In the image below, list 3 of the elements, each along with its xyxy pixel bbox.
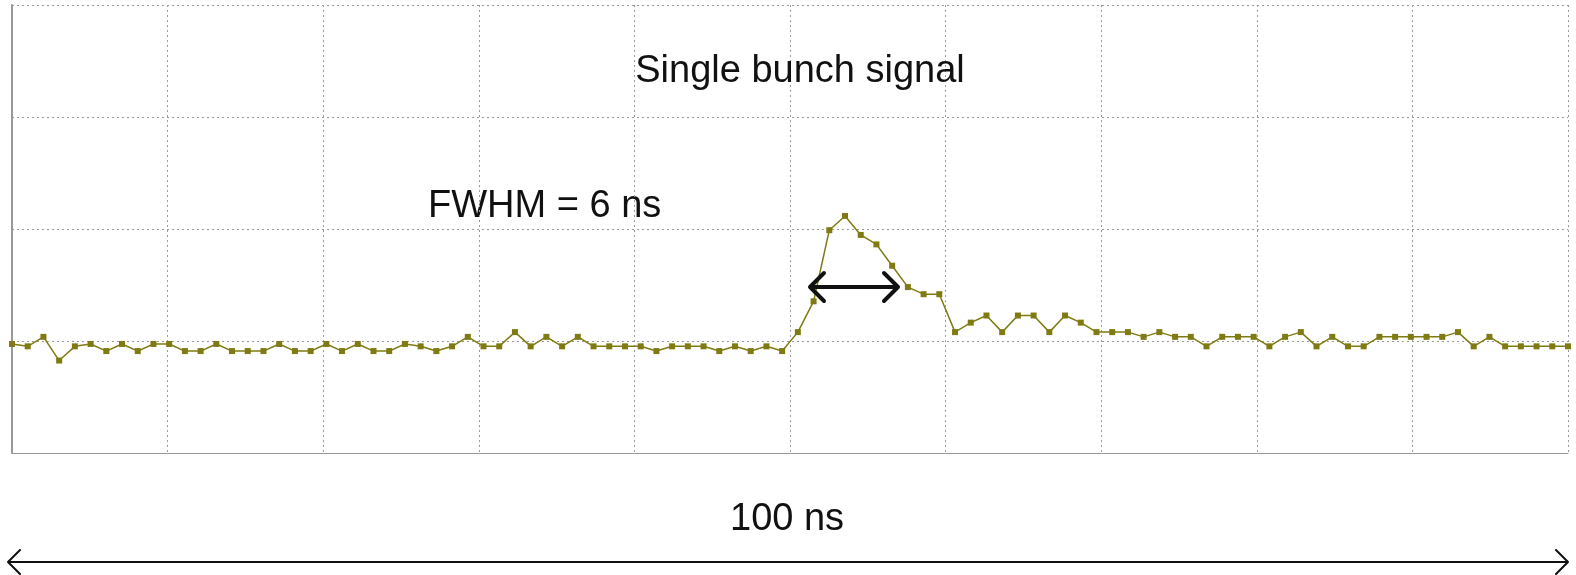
annotation: FWHM = 6 ns xyxy=(428,183,662,225)
text: 100 ns xyxy=(730,496,845,538)
chart-title: Single bunch signal xyxy=(635,48,965,90)
